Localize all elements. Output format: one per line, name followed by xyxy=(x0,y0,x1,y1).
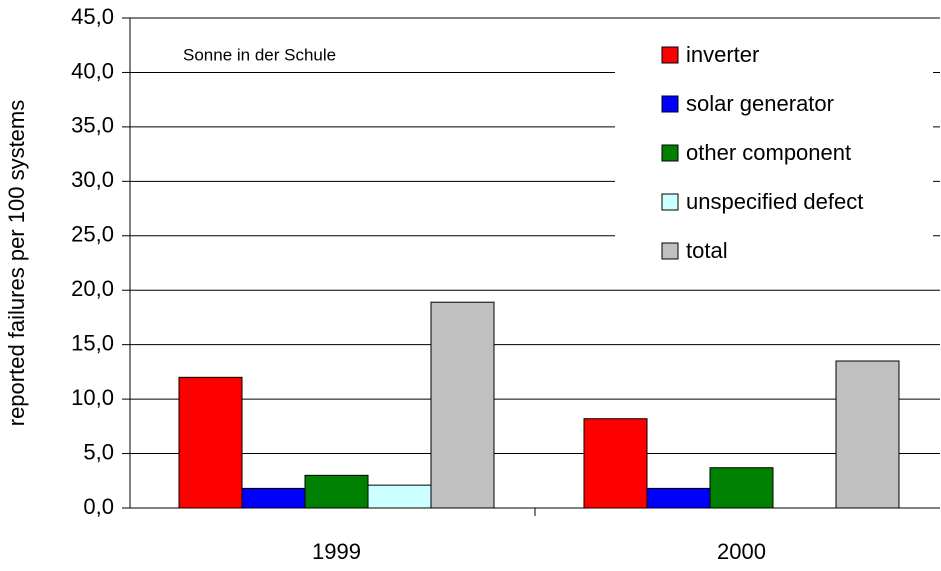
bar xyxy=(367,484,432,509)
bar xyxy=(646,487,711,509)
annotation: Sonne in der Schule xyxy=(183,45,336,64)
legend-swatch xyxy=(661,242,679,260)
legend-swatch xyxy=(661,193,679,211)
x-tick-label: 2000 xyxy=(717,539,766,564)
y-tick-label: 10,0 xyxy=(71,385,114,410)
bar xyxy=(583,418,648,509)
bar xyxy=(178,376,243,509)
bar xyxy=(835,360,900,509)
bar xyxy=(304,474,369,509)
y-tick-label: 35,0 xyxy=(71,113,114,138)
bar xyxy=(430,301,495,509)
legend-label: unspecified defect xyxy=(686,189,863,214)
legend-swatch xyxy=(661,95,679,113)
legend-swatch xyxy=(661,46,679,64)
bar xyxy=(241,487,306,509)
bar xyxy=(709,467,774,509)
y-tick-label: 15,0 xyxy=(71,330,114,355)
y-tick-label: 0,0 xyxy=(83,494,114,519)
legend-swatch xyxy=(661,144,679,162)
y-tick-label: 40,0 xyxy=(71,58,114,83)
legend-label: inverter xyxy=(686,42,759,67)
y-tick-label: 45,0 xyxy=(71,4,114,29)
y-tick-label: 25,0 xyxy=(71,222,114,247)
legend-label: solar generator xyxy=(686,91,834,116)
legend-label: total xyxy=(686,238,728,263)
y-tick-label: 20,0 xyxy=(71,276,114,301)
legend-label: other component xyxy=(686,140,851,165)
x-tick-label: 1999 xyxy=(312,539,361,564)
y-axis-label: reported failures per 100 systems xyxy=(4,100,29,427)
y-tick-label: 5,0 xyxy=(83,439,114,464)
y-tick-label: 30,0 xyxy=(71,167,114,192)
